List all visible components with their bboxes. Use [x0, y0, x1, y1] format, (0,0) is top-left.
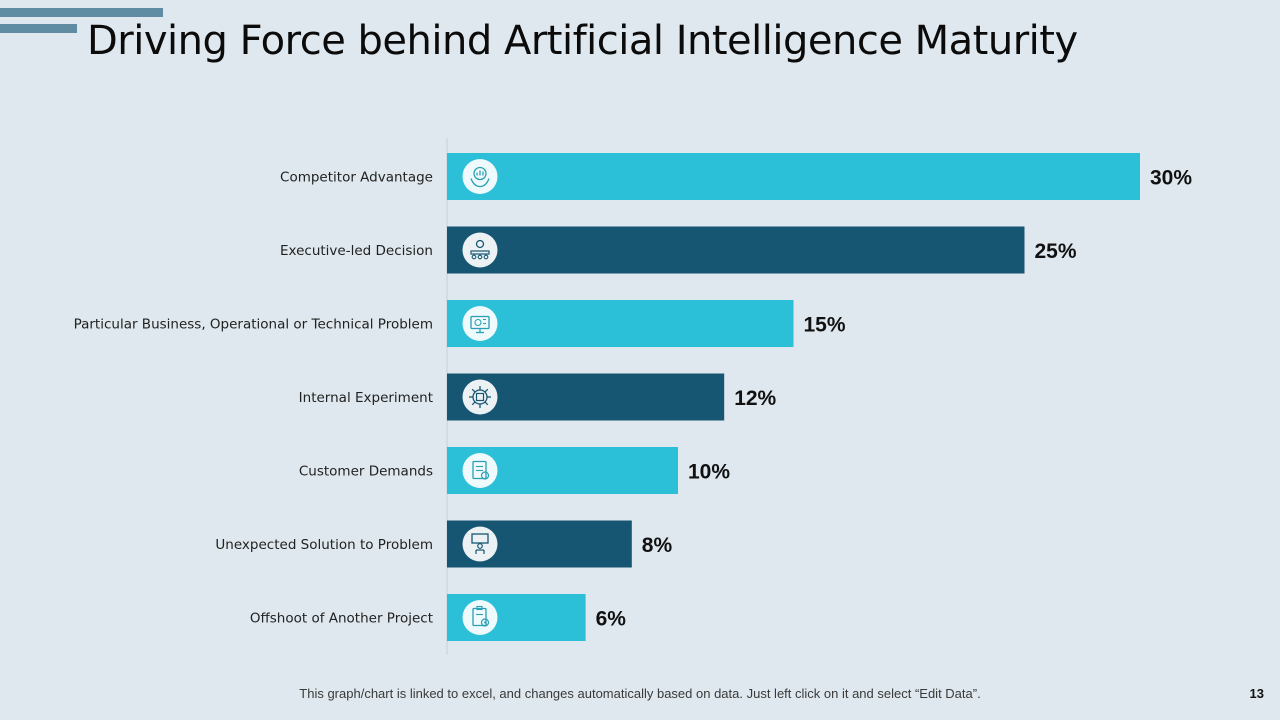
category-label: Competitor Advantage	[280, 170, 433, 186]
team-meeting-icon	[462, 232, 498, 268]
gear-chip-icon	[462, 379, 498, 415]
page-number: 13	[1249, 686, 1264, 701]
category-label: Executive-led Decision	[280, 243, 433, 259]
category-label: Internal Experiment	[299, 390, 433, 406]
data-label: 12%	[734, 387, 776, 410]
data-label: 25%	[1035, 240, 1077, 263]
checklist-document-icon	[462, 453, 498, 488]
category-label: Particular Business, Operational or Tech…	[74, 317, 433, 333]
bar-1[interactable]	[447, 153, 1140, 200]
hands-chart-icon	[462, 159, 498, 194]
slide-title: Driving Force behind Artificial Intellig…	[87, 18, 1078, 64]
bar-3[interactable]	[447, 300, 794, 347]
monitor-analytics-icon	[462, 306, 498, 341]
data-label: 10%	[688, 461, 730, 484]
category-label: Offshoot of Another Project	[250, 611, 433, 627]
data-label: 15%	[804, 314, 846, 337]
category-label: Customer Demands	[299, 464, 433, 480]
data-label: 8%	[642, 534, 673, 557]
data-label: 6%	[596, 608, 627, 631]
presentation-board-icon	[462, 526, 498, 562]
category-label: Unexpected Solution to Problem	[215, 537, 433, 553]
footer-note: This graph/chart is linked to excel, and…	[299, 686, 981, 701]
decorative-bar-top	[0, 8, 163, 17]
bar-2[interactable]	[447, 226, 1025, 274]
data-label: 30%	[1150, 167, 1192, 190]
clipboard-gear-icon	[462, 600, 498, 635]
decorative-bar-short	[0, 24, 77, 33]
